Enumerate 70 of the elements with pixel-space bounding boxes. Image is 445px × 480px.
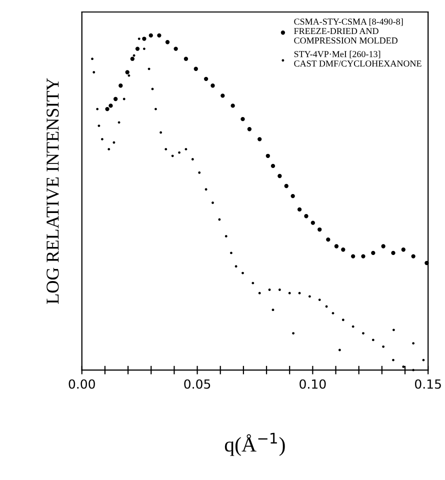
point [258,137,262,142]
point [298,292,301,294]
point [372,338,374,342]
point [341,248,346,252]
point [118,84,123,88]
point [350,254,356,258]
point [391,250,396,256]
point [113,96,118,102]
point [105,106,110,112]
point [165,40,170,44]
x-tick-label: 0.00 [68,379,95,389]
point [284,184,288,188]
point [125,70,130,74]
point [171,154,174,158]
point [142,48,146,50]
point [290,194,295,198]
point [412,342,415,345]
legend-label: CSMA-STY-CSMA [8-490-8] FREEZE-DRIED AND COMPRESSION MOLDED [294,18,403,44]
point [326,237,330,242]
point [230,104,235,108]
point [247,127,252,132]
point [122,98,126,100]
point [371,250,376,256]
x-tick-label: 0.10 [300,379,326,389]
point [96,108,99,110]
point [220,94,225,98]
point [304,214,308,218]
point [392,328,395,332]
point [194,66,198,71]
point [240,117,245,122]
point [160,131,162,134]
point [204,188,208,191]
point [278,174,282,178]
point [148,33,153,38]
point [266,154,270,158]
point [142,36,146,41]
point [308,295,311,298]
x-tick-label: 0.05 [184,379,210,389]
point [361,254,366,258]
point [135,46,140,51]
point [411,254,416,258]
point [148,68,150,70]
point [342,318,344,322]
point [382,345,385,348]
point [272,308,274,312]
point [234,265,238,268]
point [130,56,135,61]
point [381,244,386,248]
point [252,282,254,284]
point [401,248,406,252]
point [198,171,201,174]
point [210,84,215,88]
point [157,33,162,38]
point [258,292,261,294]
point [184,56,188,61]
point [318,227,322,232]
point [334,244,339,248]
point [288,292,291,294]
point [297,207,302,212]
point [270,164,276,168]
legend-label: STY-4VP·MeI [260-13] CAST DMF/CYCLOHEXANONE [294,50,422,67]
point [204,76,208,82]
point [318,298,321,302]
x-axis-title: q(Å$^{−1}$) [224,432,285,456]
x-tick-label: 0.15 [415,379,441,389]
point [100,138,104,140]
point [108,104,113,108]
point [310,220,315,225]
point [174,46,178,51]
y-axis-title: LOG RELATIVE INTENSITY [46,78,59,304]
